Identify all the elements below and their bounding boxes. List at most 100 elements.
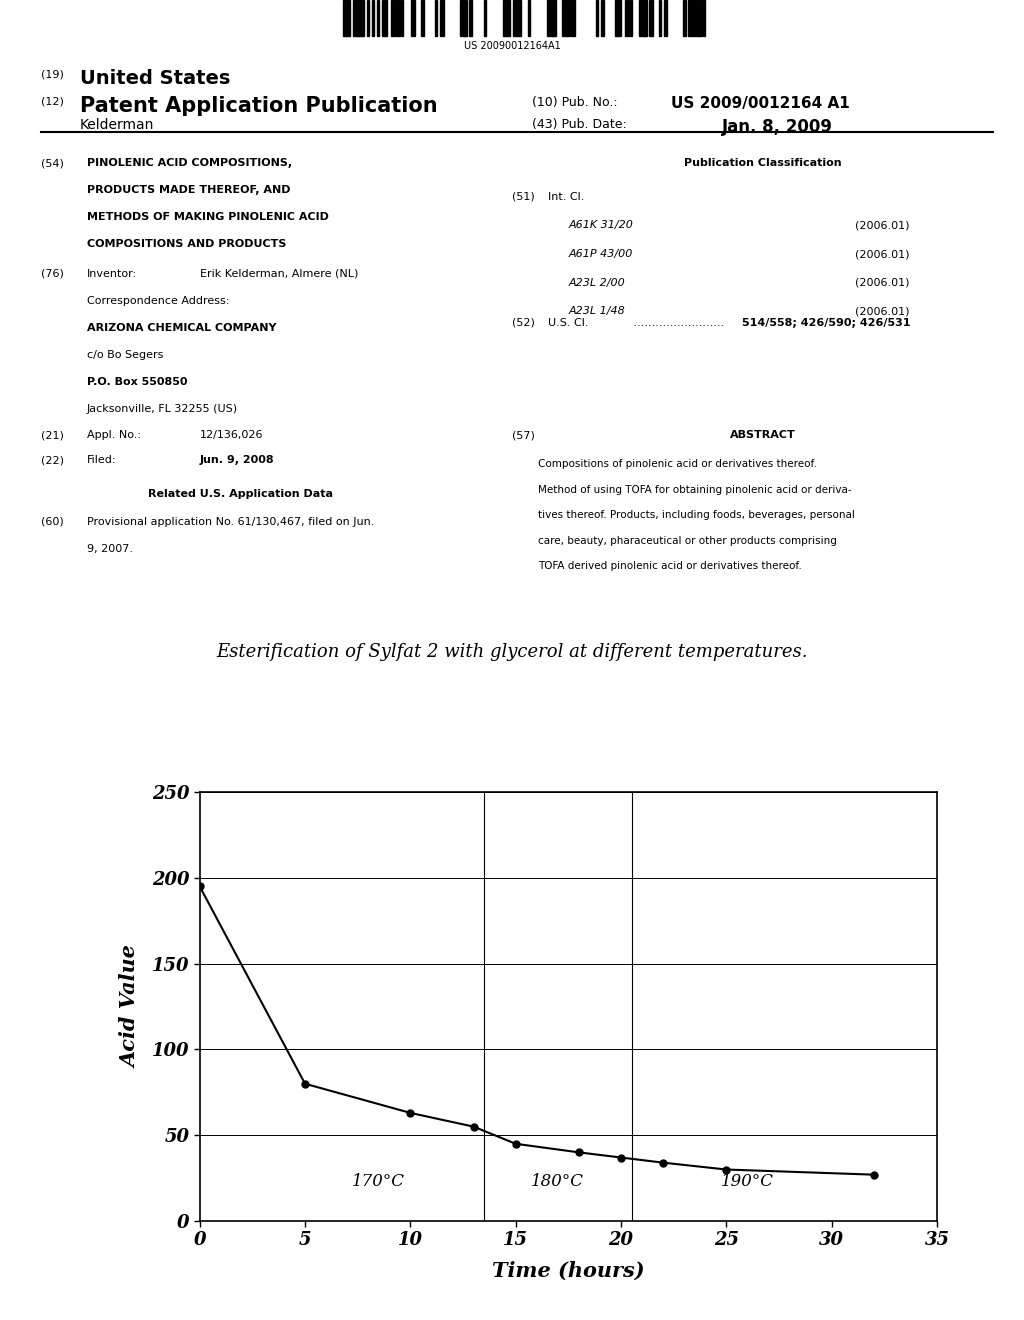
Bar xyxy=(460,0,465,36)
Text: (54): (54) xyxy=(41,158,63,168)
Text: Jun. 9, 2008: Jun. 9, 2008 xyxy=(200,455,274,465)
Bar xyxy=(571,0,575,36)
Bar xyxy=(377,0,379,36)
Bar xyxy=(357,0,364,36)
Text: (12): (12) xyxy=(41,96,63,107)
Text: Related U.S. Application Data: Related U.S. Application Data xyxy=(148,488,333,499)
Text: Jacksonville, FL 32255 (US): Jacksonville, FL 32255 (US) xyxy=(87,404,239,414)
Bar xyxy=(382,0,387,36)
Bar xyxy=(527,0,529,36)
Text: 180°C: 180°C xyxy=(531,1173,585,1191)
Bar xyxy=(352,0,358,36)
Text: METHODS OF MAKING PINOLENIC ACID: METHODS OF MAKING PINOLENIC ACID xyxy=(87,213,329,222)
Text: (10) Pub. No.:: (10) Pub. No.: xyxy=(532,96,618,110)
Text: Esterification of Sylfat 2 with glycerol at different temperatures.: Esterification of Sylfat 2 with glycerol… xyxy=(216,643,808,661)
Text: (2006.01): (2006.01) xyxy=(855,277,909,288)
Text: 190°C: 190°C xyxy=(721,1173,774,1191)
Bar xyxy=(411,0,415,36)
Text: U.S. Cl.: U.S. Cl. xyxy=(548,318,589,327)
Text: (2006.01): (2006.01) xyxy=(855,220,909,231)
Text: A61P 43/00: A61P 43/00 xyxy=(568,249,633,259)
Bar xyxy=(504,0,508,36)
Bar xyxy=(513,0,518,36)
Text: COMPOSITIONS AND PRODUCTS: COMPOSITIONS AND PRODUCTS xyxy=(87,239,287,249)
Bar xyxy=(391,0,395,36)
Text: c/o Bo Segers: c/o Bo Segers xyxy=(87,350,164,360)
Bar xyxy=(698,0,701,36)
Bar xyxy=(343,0,348,36)
Bar xyxy=(702,0,705,36)
Y-axis label: Acid Value: Acid Value xyxy=(121,945,140,1068)
Text: 9, 2007.: 9, 2007. xyxy=(87,544,133,554)
Bar xyxy=(440,0,444,36)
Bar xyxy=(547,0,553,36)
Text: Int. Cl.: Int. Cl. xyxy=(548,191,585,202)
Bar xyxy=(508,0,510,36)
Text: 170°C: 170°C xyxy=(352,1173,406,1191)
Bar xyxy=(469,0,472,36)
Text: Patent Application Publication: Patent Application Publication xyxy=(80,96,437,116)
Text: US 20090012164A1: US 20090012164A1 xyxy=(464,41,560,51)
Bar xyxy=(362,0,365,36)
Text: A23L 1/48: A23L 1/48 xyxy=(568,306,625,317)
X-axis label: Time (hours): Time (hours) xyxy=(492,1261,645,1280)
Bar xyxy=(683,0,686,36)
Text: (2006.01): (2006.01) xyxy=(855,306,909,317)
Bar xyxy=(644,0,647,36)
Text: (2006.01): (2006.01) xyxy=(855,249,909,259)
Text: A23L 2/00: A23L 2/00 xyxy=(568,277,625,288)
Bar xyxy=(552,0,556,36)
Text: (60): (60) xyxy=(41,517,63,527)
Text: Filed:: Filed: xyxy=(87,455,117,465)
Text: (43) Pub. Date:: (43) Pub. Date: xyxy=(532,117,628,131)
Text: ABSTRACT: ABSTRACT xyxy=(730,430,796,441)
Text: (51): (51) xyxy=(512,191,535,202)
Bar xyxy=(484,0,485,36)
Text: 12/136,026: 12/136,026 xyxy=(200,430,263,441)
Text: P.O. Box 550850: P.O. Box 550850 xyxy=(87,378,187,387)
Bar xyxy=(649,0,653,36)
Bar xyxy=(566,0,570,36)
Bar xyxy=(435,0,437,36)
Text: US 2009/0012164 A1: US 2009/0012164 A1 xyxy=(671,96,850,111)
Bar xyxy=(639,0,645,36)
Text: care, beauty, pharaceutical or other products comprising: care, beauty, pharaceutical or other pro… xyxy=(538,536,837,545)
Text: TOFA derived pinolenic acid or derivatives thereof.: TOFA derived pinolenic acid or derivativ… xyxy=(538,561,802,572)
Bar xyxy=(625,0,629,36)
Bar xyxy=(600,0,604,36)
Text: Jan. 8, 2009: Jan. 8, 2009 xyxy=(722,117,833,136)
Bar xyxy=(518,0,521,36)
Text: (76): (76) xyxy=(41,268,63,279)
Bar xyxy=(659,0,660,36)
Bar xyxy=(372,0,374,36)
Bar xyxy=(596,0,598,36)
Text: (19): (19) xyxy=(41,69,63,79)
Text: Correspondence Address:: Correspondence Address: xyxy=(87,296,229,306)
Text: Method of using TOFA for obtaining pinolenic acid or deriva-: Method of using TOFA for obtaining pinol… xyxy=(538,484,851,495)
Text: Kelderman: Kelderman xyxy=(80,117,155,132)
Bar xyxy=(664,0,667,36)
Text: 514/558; 426/590; 426/531: 514/558; 426/590; 426/531 xyxy=(742,318,911,327)
Bar xyxy=(615,0,621,36)
Text: .........................: ......................... xyxy=(630,318,724,327)
Text: PINOLENIC ACID COMPOSITIONS,: PINOLENIC ACID COMPOSITIONS, xyxy=(87,158,292,168)
Text: Erik Kelderman, Almere (NL): Erik Kelderman, Almere (NL) xyxy=(200,268,358,279)
Text: (57): (57) xyxy=(512,430,535,441)
Text: (52): (52) xyxy=(512,318,535,327)
Bar xyxy=(693,0,698,36)
Text: Inventor:: Inventor: xyxy=(87,268,137,279)
Text: PRODUCTS MADE THEREOF, AND: PRODUCTS MADE THEREOF, AND xyxy=(87,185,291,195)
Bar xyxy=(630,0,632,36)
Text: Provisional application No. 61/130,467, filed on Jun.: Provisional application No. 61/130,467, … xyxy=(87,517,375,527)
Bar xyxy=(465,0,467,36)
Text: Appl. No.:: Appl. No.: xyxy=(87,430,141,441)
Text: (22): (22) xyxy=(41,455,63,465)
Text: (21): (21) xyxy=(41,430,63,441)
Bar xyxy=(348,0,349,36)
Text: ARIZONA CHEMICAL COMPANY: ARIZONA CHEMICAL COMPANY xyxy=(87,323,276,333)
Bar xyxy=(401,0,403,36)
Bar xyxy=(421,0,425,36)
Text: Publication Classification: Publication Classification xyxy=(684,158,842,168)
Text: Compositions of pinolenic acid or derivatives thereof.: Compositions of pinolenic acid or deriva… xyxy=(538,459,816,469)
Text: United States: United States xyxy=(80,69,230,88)
